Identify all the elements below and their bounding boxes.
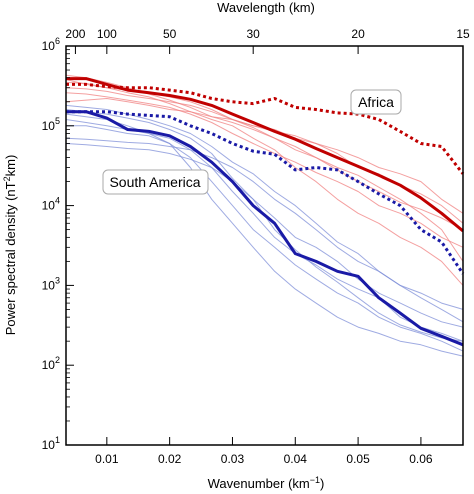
south-america-label-text: South America (109, 174, 200, 190)
x-tick-label-5: 0.06 (409, 452, 433, 466)
top-tick-label-0: 200 (65, 27, 85, 41)
south-america-thin-line-13 (65, 137, 464, 310)
africa-label: Africa (350, 89, 402, 115)
africa-bold-line-0 (66, 77, 464, 233)
africa-label-box (350, 89, 402, 115)
top-tick-label-1: 100 (97, 27, 117, 41)
x-tick-label-0: 0.01 (95, 452, 119, 466)
y-axis-title: Power spectral density (nT2km) (2, 155, 18, 336)
plot-frame (65, 45, 464, 446)
top-tick-label-3: 30 (247, 27, 261, 41)
south-america-label: South America (102, 169, 209, 195)
south-america-thin-line-15 (65, 143, 464, 328)
top-tick-label-4: 20 (351, 27, 365, 41)
y-tick-label-0: 101 (42, 435, 60, 452)
south-america-label-box (102, 169, 209, 195)
africa-dotted-line-1 (66, 82, 465, 175)
top-tick-label-2: 50 (163, 27, 177, 41)
axes-layer: 0.01 0.02 0.03 0.04 0.05 0.06 101 102 103 104 105 1… (42, 27, 470, 466)
y-tick-label-5: 106 (42, 36, 60, 53)
y-tick-label-1: 102 (42, 355, 60, 372)
x-tick-label-1: 0.02 (158, 452, 182, 466)
south-america-thin-line-14 (65, 113, 464, 357)
y-tick-label-4: 105 (42, 116, 60, 133)
south-america-thin-line-12 (66, 125, 464, 352)
africa-thin-line-8 (65, 98, 464, 214)
africa-thin-line-4 (65, 74, 464, 262)
x-tick-label-2: 0.03 (221, 452, 245, 466)
africa-thin-line-7 (65, 79, 464, 286)
x-axis-title: Wavenumber (km−1) (208, 475, 325, 491)
x-tick-label-3: 0.04 (284, 452, 308, 466)
africa-label-text: Africa (358, 94, 394, 110)
y-tick-label-3: 104 (42, 196, 60, 213)
top-tick-label-5: 15 (456, 27, 470, 41)
south-america-bold-line-2 (66, 110, 464, 347)
y-tick-label-2: 103 (42, 275, 60, 292)
series-layer (65, 74, 465, 357)
x-tick-label-4: 0.05 (346, 452, 370, 466)
africa-thin-line-6 (65, 92, 464, 248)
top-axis-title: Wavelength (km) (217, 0, 315, 15)
south-america-dotted-line-3 (66, 110, 465, 275)
